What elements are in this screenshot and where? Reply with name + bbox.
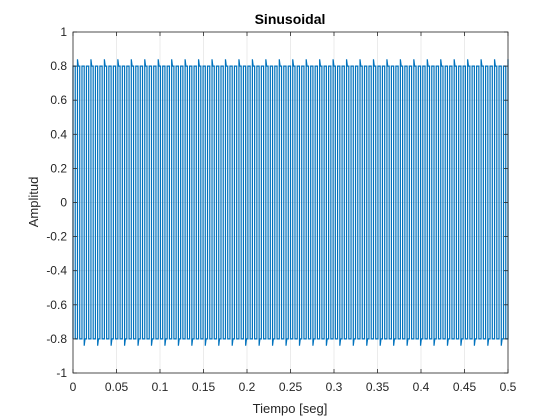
x-tick-label: 0.4 bbox=[413, 380, 430, 394]
x-tick-label: 0.15 bbox=[192, 380, 216, 394]
y-axis-ticks: -1 -0.8 -0.6 -0.4 -0.2 0 0.2 0.4 0.6 0.8 1 bbox=[46, 25, 508, 380]
y-tick-label: 0.2 bbox=[50, 161, 67, 175]
chart-title: Sinusoidal bbox=[255, 11, 326, 27]
x-tick-label: 0.3 bbox=[326, 380, 343, 394]
y-tick-label: -0.4 bbox=[46, 264, 67, 278]
y-tick-label: 1 bbox=[60, 25, 67, 39]
x-tick-label: 0.45 bbox=[453, 380, 477, 394]
x-tick-label: 0 bbox=[70, 380, 77, 394]
y-tick-label: 0 bbox=[60, 196, 67, 210]
plot-series bbox=[72, 59, 509, 346]
x-axis-ticks: 0 0.05 0.1 0.15 0.2 0.25 0.3 0.35 0.4 0.45 0.5 bbox=[70, 32, 517, 394]
y-tick-label: -0.2 bbox=[46, 230, 67, 244]
x-tick-label: 0.2 bbox=[239, 380, 256, 394]
x-tick-label: 0.25 bbox=[279, 380, 303, 394]
y-tick-label: -0.6 bbox=[46, 298, 67, 312]
y-tick-label: 0.4 bbox=[50, 127, 67, 141]
y-tick-label: 0.6 bbox=[50, 93, 67, 107]
y-axis-label: Amplitud bbox=[26, 177, 41, 228]
y-tick-label: -0.8 bbox=[46, 332, 67, 346]
x-tick-label: 0.1 bbox=[152, 380, 169, 394]
x-tick-label: 0.35 bbox=[366, 380, 390, 394]
x-axis-label: Tiempo [seg] bbox=[253, 401, 328, 416]
x-tick-label: 0.5 bbox=[500, 380, 517, 394]
series-line bbox=[72, 59, 509, 346]
y-tick-label: 0.8 bbox=[50, 59, 67, 73]
y-tick-label: -1 bbox=[56, 366, 67, 380]
x-tick-label: 0.05 bbox=[105, 380, 129, 394]
